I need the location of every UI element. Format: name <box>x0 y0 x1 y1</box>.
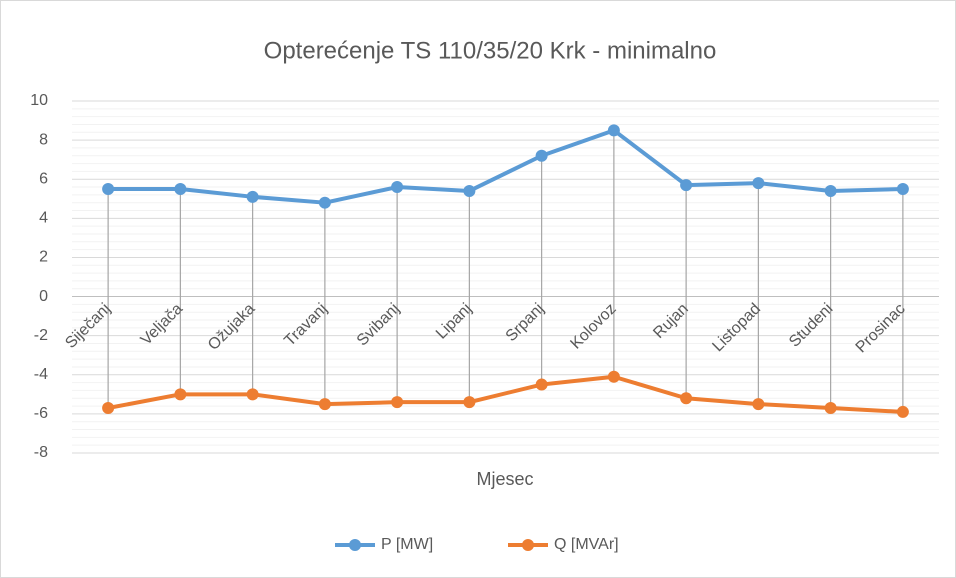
legend-marker <box>522 539 534 551</box>
data-point <box>607 370 620 383</box>
x-axis-title: Mjesec <box>476 469 533 489</box>
data-point <box>174 388 187 401</box>
legend-label: Q [MVAr] <box>554 536 619 553</box>
data-point <box>535 378 548 391</box>
chart-title: Opterećenje TS 110/35/20 Krk - minimalno <box>264 37 717 64</box>
data-point <box>463 184 476 197</box>
legend-marker <box>349 539 361 551</box>
y-tick-label: 2 <box>39 249 48 266</box>
legend-label: P [MW] <box>381 536 433 553</box>
y-tick-label: 4 <box>39 210 48 227</box>
data-point <box>896 405 909 418</box>
y-tick-label: 10 <box>30 92 48 109</box>
y-tick-label: 6 <box>39 170 48 187</box>
data-point <box>607 124 620 137</box>
y-tick-label: -4 <box>34 366 48 383</box>
data-point <box>824 402 837 415</box>
data-point <box>896 183 909 195</box>
y-tick-label: -2 <box>34 327 48 344</box>
y-tick-label: -6 <box>34 405 48 422</box>
y-tick-label: 8 <box>39 131 48 148</box>
series-line <box>107 374 903 414</box>
data-point <box>752 398 765 411</box>
series-line <box>108 128 903 205</box>
data-point <box>174 183 187 195</box>
data-point <box>391 396 404 409</box>
data-point <box>535 149 548 162</box>
data-point <box>463 396 476 409</box>
data-point <box>680 392 693 405</box>
data-point <box>752 177 765 190</box>
data-point <box>318 398 331 411</box>
data-point <box>102 402 115 415</box>
data-point <box>246 388 259 401</box>
data-point <box>824 184 837 197</box>
data-point <box>680 179 693 192</box>
y-tick-label: -8 <box>34 444 48 461</box>
y-tick-label: 0 <box>39 288 48 305</box>
data-point <box>102 183 115 195</box>
data-point <box>391 181 404 194</box>
data-point <box>318 196 331 209</box>
data-point <box>246 190 259 203</box>
